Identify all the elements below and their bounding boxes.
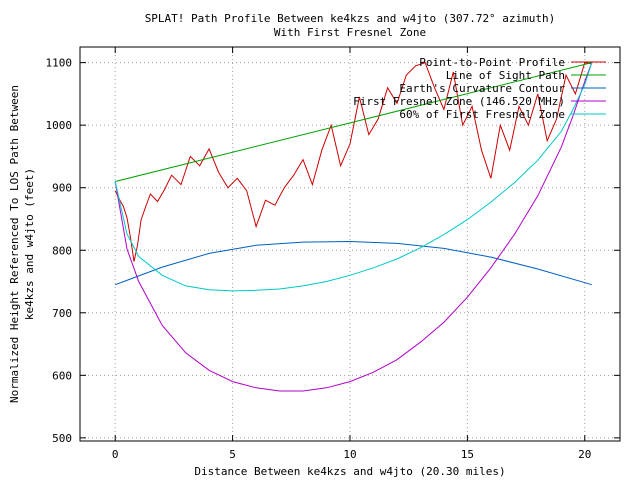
y-tick-label: 600 — [52, 369, 72, 382]
y-tick-label: 800 — [52, 244, 72, 257]
x-tick-label: 10 — [343, 448, 356, 461]
grid-lines — [80, 47, 620, 441]
series-line-1 — [115, 62, 592, 182]
y-axis-label-line2: ke4kzs and w4jto (feet) — [23, 168, 36, 320]
x-tick-label: 5 — [229, 448, 236, 461]
y-tick-label: 700 — [52, 307, 72, 320]
series-line-2 — [115, 240, 592, 286]
series-line-4 — [114, 62, 593, 292]
x-tick-label: 15 — [461, 448, 474, 461]
x-tick-label: 20 — [578, 448, 591, 461]
y-tick-label: 900 — [52, 182, 72, 195]
series-line-3 — [114, 62, 593, 392]
legend-label-3: First Fresnel Zone (146.520 MHz) — [353, 95, 565, 108]
axis-ticks: 500 600 700 800 900 1000 1100 0 5 10 15 20 — [46, 47, 620, 461]
legend-label-1: Line of Sight Path — [446, 69, 565, 82]
y-tick-label: 1100 — [46, 57, 73, 70]
series-line-0 — [114, 61, 592, 262]
y-tick-label: 500 — [52, 432, 72, 445]
x-tick-label: 0 — [112, 448, 119, 461]
legend-label-4: 60% of First Fresnel Zone — [399, 108, 565, 121]
y-axis-label-line1: Normalized Height Referenced To LOS Path… — [8, 85, 21, 403]
data-series — [114, 61, 593, 392]
x-axis-label: Distance Between ke4kzs and w4jto (20.30… — [194, 465, 505, 478]
chart-title-line2: With First Fresnel Zone — [274, 26, 426, 39]
legend-label-2: Earth's Curvature Contour — [399, 82, 565, 95]
chart-title-line1: SPLAT! Path Profile Between ke4kzs and w… — [145, 12, 556, 25]
legend-label-0: Point-to-Point Profile — [419, 56, 565, 69]
y-tick-label: 1000 — [46, 119, 73, 132]
